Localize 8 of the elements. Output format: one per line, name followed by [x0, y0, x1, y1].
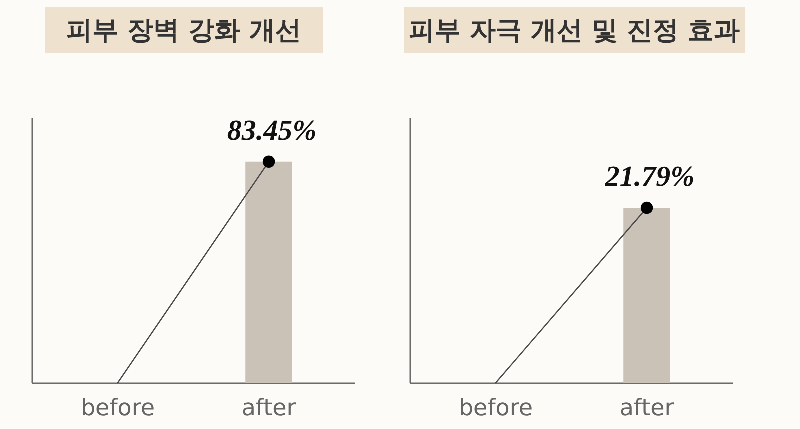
- data-label: 83.45%: [227, 114, 317, 147]
- data-label: 21.79%: [604, 161, 695, 194]
- x-tick-label: after: [242, 396, 297, 422]
- x-tick-label: after: [620, 396, 675, 422]
- chart-title: 피부 장벽 강화 개선: [45, 7, 323, 53]
- x-tick-label: before: [80, 396, 155, 422]
- x-tick-label: before: [458, 396, 533, 422]
- chart-title: 피부 자극 개선 및 진정 효과: [404, 7, 745, 53]
